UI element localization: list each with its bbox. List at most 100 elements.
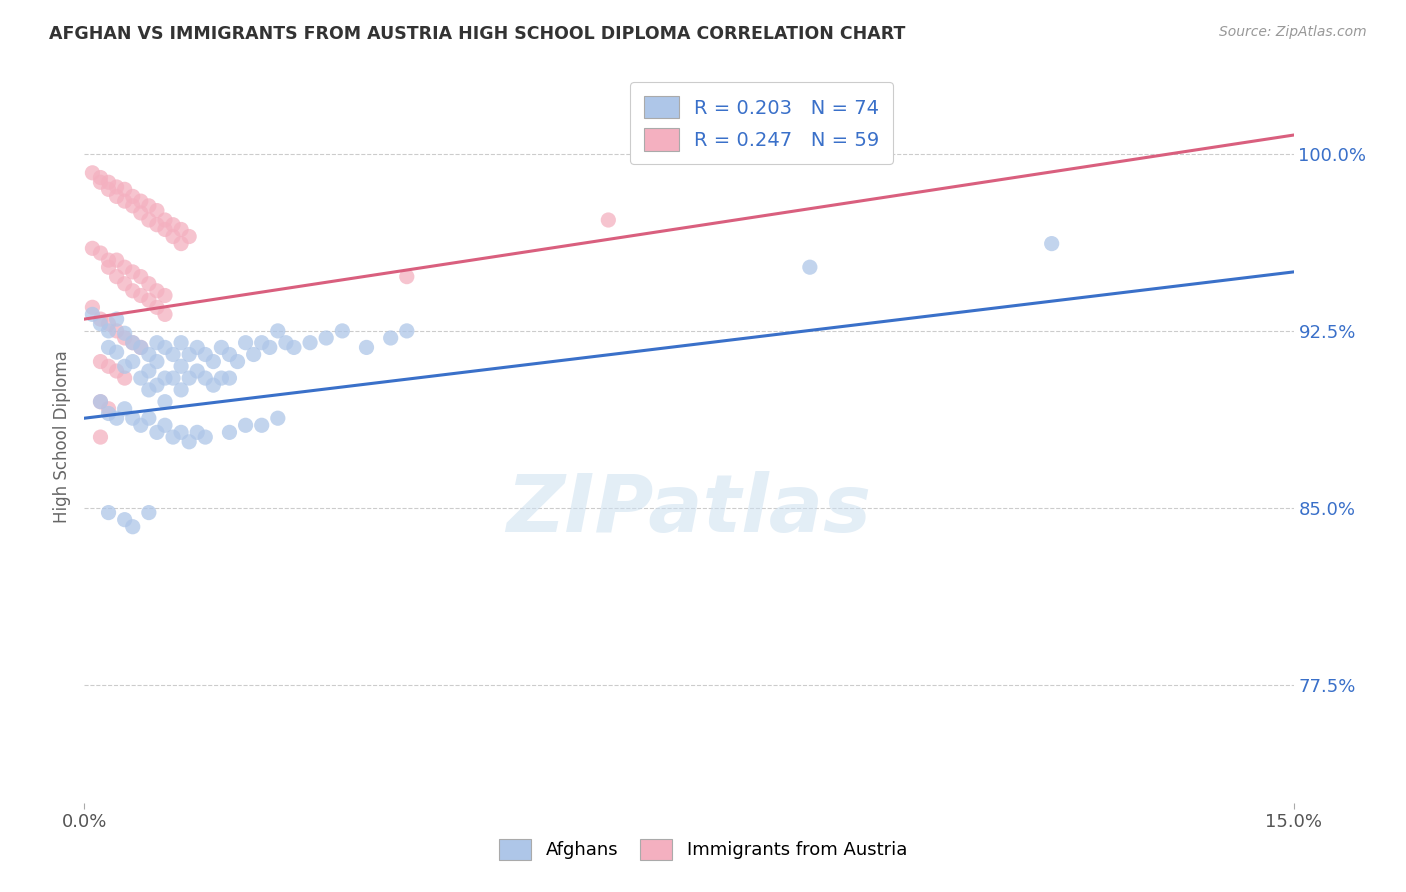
- Point: [89, 175, 111, 189]
- Point: [315, 331, 337, 345]
- Point: [209, 371, 232, 385]
- Point: [356, 340, 378, 354]
- Point: [235, 335, 257, 350]
- Point: [97, 401, 120, 416]
- Point: [97, 253, 120, 268]
- Point: [146, 301, 169, 315]
- Point: [202, 378, 225, 392]
- Point: [1040, 236, 1063, 251]
- Point: [179, 371, 201, 385]
- Point: [105, 180, 128, 194]
- Point: [162, 430, 184, 444]
- Point: [153, 418, 176, 433]
- Point: [267, 411, 290, 425]
- Point: [114, 331, 136, 345]
- Point: [121, 520, 143, 534]
- Point: [105, 312, 128, 326]
- Point: [259, 340, 281, 354]
- Point: [82, 166, 104, 180]
- Point: [121, 354, 143, 368]
- Point: [146, 203, 169, 218]
- Point: [146, 284, 169, 298]
- Point: [114, 401, 136, 416]
- Point: [194, 347, 217, 361]
- Text: AFGHAN VS IMMIGRANTS FROM AUSTRIA HIGH SCHOOL DIPLOMA CORRELATION CHART: AFGHAN VS IMMIGRANTS FROM AUSTRIA HIGH S…: [49, 25, 905, 43]
- Point: [121, 265, 143, 279]
- Point: [138, 383, 160, 397]
- Point: [146, 218, 169, 232]
- Point: [114, 194, 136, 208]
- Point: [82, 241, 104, 255]
- Point: [97, 359, 120, 374]
- Point: [162, 218, 184, 232]
- Text: ZIPatlas: ZIPatlas: [506, 471, 872, 549]
- Point: [129, 340, 152, 354]
- Point: [170, 222, 193, 236]
- Point: [105, 364, 128, 378]
- Point: [395, 324, 418, 338]
- Point: [242, 347, 264, 361]
- Point: [121, 411, 143, 425]
- Point: [146, 354, 169, 368]
- Point: [105, 411, 128, 425]
- Point: [153, 222, 176, 236]
- Point: [186, 425, 208, 440]
- Point: [121, 284, 143, 298]
- Point: [138, 293, 160, 308]
- Point: [114, 371, 136, 385]
- Point: [153, 307, 176, 321]
- Point: [153, 288, 176, 302]
- Point: [129, 340, 152, 354]
- Point: [179, 434, 201, 449]
- Point: [129, 269, 152, 284]
- Point: [114, 326, 136, 341]
- Point: [89, 312, 111, 326]
- Point: [129, 288, 152, 302]
- Point: [267, 324, 290, 338]
- Point: [114, 260, 136, 275]
- Point: [153, 213, 176, 227]
- Point: [330, 324, 353, 338]
- Point: [170, 359, 193, 374]
- Point: [146, 378, 169, 392]
- Point: [153, 371, 176, 385]
- Point: [97, 324, 120, 338]
- Point: [129, 371, 152, 385]
- Point: [82, 301, 104, 315]
- Y-axis label: High School Diploma: High School Diploma: [53, 351, 72, 524]
- Point: [138, 277, 160, 291]
- Point: [283, 340, 305, 354]
- Point: [170, 236, 193, 251]
- Point: [138, 199, 160, 213]
- Point: [209, 340, 232, 354]
- Text: Source: ZipAtlas.com: Source: ZipAtlas.com: [1219, 25, 1367, 39]
- Point: [105, 345, 128, 359]
- Point: [97, 407, 120, 421]
- Point: [114, 277, 136, 291]
- Point: [799, 260, 821, 275]
- Point: [194, 371, 217, 385]
- Point: [153, 340, 176, 354]
- Point: [89, 246, 111, 260]
- Point: [89, 317, 111, 331]
- Point: [89, 354, 111, 368]
- Point: [598, 213, 620, 227]
- Point: [395, 269, 418, 284]
- Point: [235, 418, 257, 433]
- Point: [114, 359, 136, 374]
- Point: [105, 253, 128, 268]
- Point: [226, 354, 249, 368]
- Point: [97, 260, 120, 275]
- Point: [121, 335, 143, 350]
- Legend: Afghans, Immigrants from Austria: Afghans, Immigrants from Austria: [492, 831, 914, 867]
- Point: [146, 335, 169, 350]
- Point: [218, 425, 240, 440]
- Point: [82, 307, 104, 321]
- Point: [274, 335, 297, 350]
- Point: [121, 335, 143, 350]
- Point: [97, 506, 120, 520]
- Point: [129, 194, 152, 208]
- Point: [186, 364, 208, 378]
- Point: [179, 229, 201, 244]
- Point: [121, 189, 143, 203]
